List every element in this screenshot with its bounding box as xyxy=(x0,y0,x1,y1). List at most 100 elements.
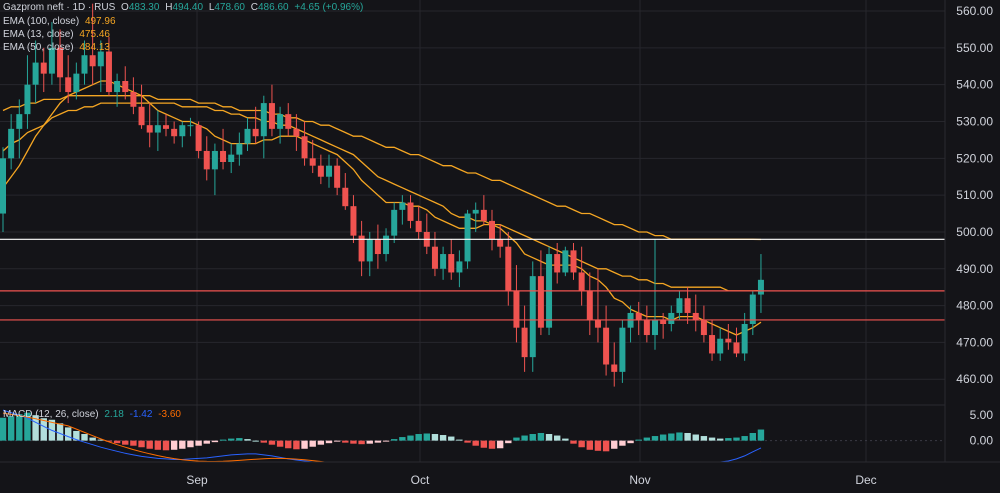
ohlc-l-label: L xyxy=(208,2,215,13)
macd-hist-bar xyxy=(219,439,227,441)
candle-body xyxy=(97,51,104,67)
candle-body xyxy=(652,320,658,336)
ohlc-l: L478.60 xyxy=(209,2,245,13)
candle-body xyxy=(73,73,80,93)
price-tick-label: 530.00 xyxy=(956,115,993,129)
macd-hist-bar xyxy=(244,439,251,441)
candle-body xyxy=(489,220,495,240)
macd-hist-bar xyxy=(195,440,202,446)
price-tick-label: 470.00 xyxy=(956,335,993,349)
candle-body xyxy=(391,209,398,236)
ema100-legend[interactable]: EMA (100, close) 497.96 xyxy=(3,16,119,27)
candle-body xyxy=(717,338,724,354)
candle-body xyxy=(635,312,642,321)
macd-hist-bar xyxy=(741,436,748,441)
change-value: +4.65 (+0.96%) xyxy=(294,2,364,13)
candle-body xyxy=(301,136,308,159)
ema13-legend[interactable]: EMA (13, close) 475.46 xyxy=(3,29,113,40)
macd-hist-bar xyxy=(333,440,341,442)
macd-hist-bar xyxy=(407,435,414,441)
ema-lines xyxy=(2,80,762,336)
candle-body xyxy=(171,128,178,137)
symbol-label: Gazprom neft · 1D · RUS xyxy=(3,2,116,13)
macd-hist-bar xyxy=(700,436,708,441)
price-tick-label: 540.00 xyxy=(956,78,993,92)
candle-body xyxy=(562,250,569,273)
macd-hist-bar xyxy=(423,433,430,441)
candle-body xyxy=(741,324,748,354)
macd-hist-bar xyxy=(179,440,186,449)
macd-hist-bar xyxy=(717,438,724,441)
macd-hist-bar xyxy=(81,434,88,441)
macd-hist-bar xyxy=(757,429,765,441)
macd-hist-bar xyxy=(89,437,96,441)
candle-body xyxy=(228,154,235,162)
ema50-label: EMA (50, close) xyxy=(3,42,74,53)
ohlc-h-label: H xyxy=(165,2,173,13)
ohlc-h-value: 494.40 xyxy=(172,2,204,13)
candle-body xyxy=(366,239,373,262)
candle-body xyxy=(236,143,243,155)
macd-hist-bar xyxy=(505,440,512,444)
macd-label: MACD (12, 26, close) xyxy=(3,409,99,420)
candle-body xyxy=(8,128,15,159)
macd-hist-bar xyxy=(32,415,39,441)
ema50-legend[interactable]: EMA (50, close) 484.13 xyxy=(3,42,113,53)
macd-hist-bar xyxy=(203,440,210,444)
candle-body xyxy=(130,92,137,107)
price-tick-label: 490.00 xyxy=(956,262,993,276)
macd-hist-bar xyxy=(684,432,691,441)
macd-hist-bar xyxy=(122,440,129,445)
candle-body xyxy=(252,128,259,137)
macd-line-value: -1.42 xyxy=(129,409,153,420)
candle-body xyxy=(358,235,365,262)
time-tick-label: Sep xyxy=(186,473,208,487)
candle-body xyxy=(16,114,23,129)
candlesticks xyxy=(0,3,764,387)
ema13-value: 475.46 xyxy=(79,29,110,40)
candle-body xyxy=(220,150,227,162)
candle-body xyxy=(456,261,463,273)
candle-body xyxy=(374,239,381,255)
candle-body xyxy=(40,62,47,74)
ohlc-c: C486.60 xyxy=(251,2,289,13)
macd-hist-bar xyxy=(415,434,422,441)
macd-legend[interactable]: MACD (12, 26, close) 2.18 -1.42 -3.60 xyxy=(3,409,184,420)
macd-hist-bar xyxy=(496,440,504,449)
candle-body xyxy=(529,276,536,358)
macd-hist-bar xyxy=(545,434,553,441)
candle-body xyxy=(309,158,316,166)
candle-body xyxy=(114,81,121,93)
macd-hist-bar xyxy=(325,440,333,444)
ohlc-legend: Gazprom neft · 1D · RUS O483.30 H494.40 … xyxy=(3,2,366,13)
macd-hist-bar xyxy=(358,440,365,445)
candle-body xyxy=(676,298,683,313)
macd-hist-bar xyxy=(529,434,536,441)
candle-body xyxy=(326,165,332,177)
price-tick-label: 510.00 xyxy=(956,188,993,202)
candle-body xyxy=(32,62,39,85)
macd-hist-bar xyxy=(635,439,642,441)
candle-body xyxy=(350,206,357,236)
macd-hist-value: 2.18 xyxy=(104,409,124,420)
macd-hist-bar xyxy=(391,439,398,441)
macd-hist-bar xyxy=(472,440,479,446)
ohlc-o-value: 483.30 xyxy=(128,2,160,13)
candle-body xyxy=(89,55,96,67)
price-tick-label: 520.00 xyxy=(956,151,993,165)
macd-hist-bar xyxy=(448,436,455,441)
candle-body xyxy=(505,246,512,291)
candle-body xyxy=(277,114,284,129)
candle-body xyxy=(554,254,561,273)
ema100-line xyxy=(2,95,762,241)
candle-body xyxy=(179,125,186,137)
candle-body xyxy=(24,84,31,115)
macd-hist-bar xyxy=(619,440,626,446)
macd-hist-bar xyxy=(97,439,104,441)
macd-hist-bar xyxy=(24,412,31,441)
macd-hist-bar xyxy=(627,440,634,444)
candle-body xyxy=(603,327,610,365)
macd-tick-label: 5.00 xyxy=(970,408,994,422)
